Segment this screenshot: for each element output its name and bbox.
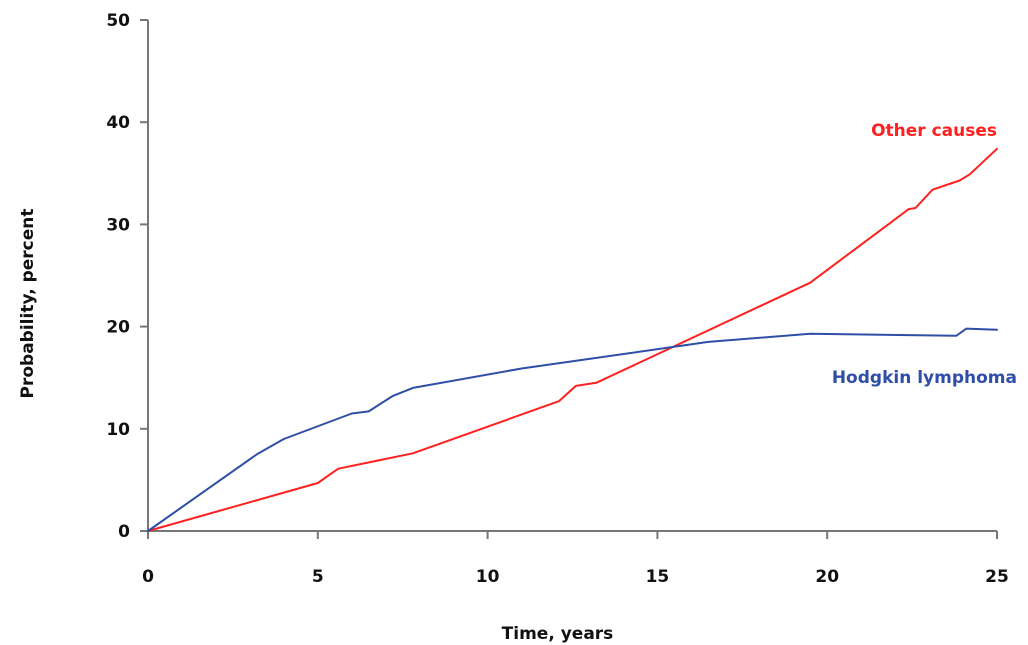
series-layer: Other causes Hodgkin lymphoma: [147, 121, 1017, 532]
y-tick-label: 20: [106, 318, 130, 338]
x-axis-ticks: 0 5 10 15 20 25: [142, 531, 1009, 587]
y-tick-label: 50: [106, 11, 130, 31]
y-tick-label: 0: [118, 522, 130, 542]
series-line-hodgkin-lymphoma: [147, 327, 998, 532]
series-label-other-causes: Other causes: [871, 121, 997, 141]
series-label-hodgkin-lymphoma: Hodgkin lymphoma: [832, 368, 1017, 388]
y-axis-ticks: 0 10 20 30 40 50: [106, 11, 148, 542]
y-axis-title: Probability, percent: [18, 209, 38, 399]
x-axis-title: Time, years: [502, 624, 614, 644]
x-tick-label: 5: [312, 567, 324, 587]
y-tick-label: 10: [106, 420, 130, 440]
x-tick-label: 25: [985, 567, 1009, 587]
x-tick-label: 10: [476, 567, 500, 587]
series-line-other-causes: [147, 147, 998, 532]
y-tick-label: 40: [106, 113, 130, 133]
y-tick-label: 30: [106, 215, 130, 235]
x-tick-label: 15: [646, 567, 670, 587]
x-tick-label: 20: [815, 567, 839, 587]
x-tick-label: 0: [142, 567, 154, 587]
